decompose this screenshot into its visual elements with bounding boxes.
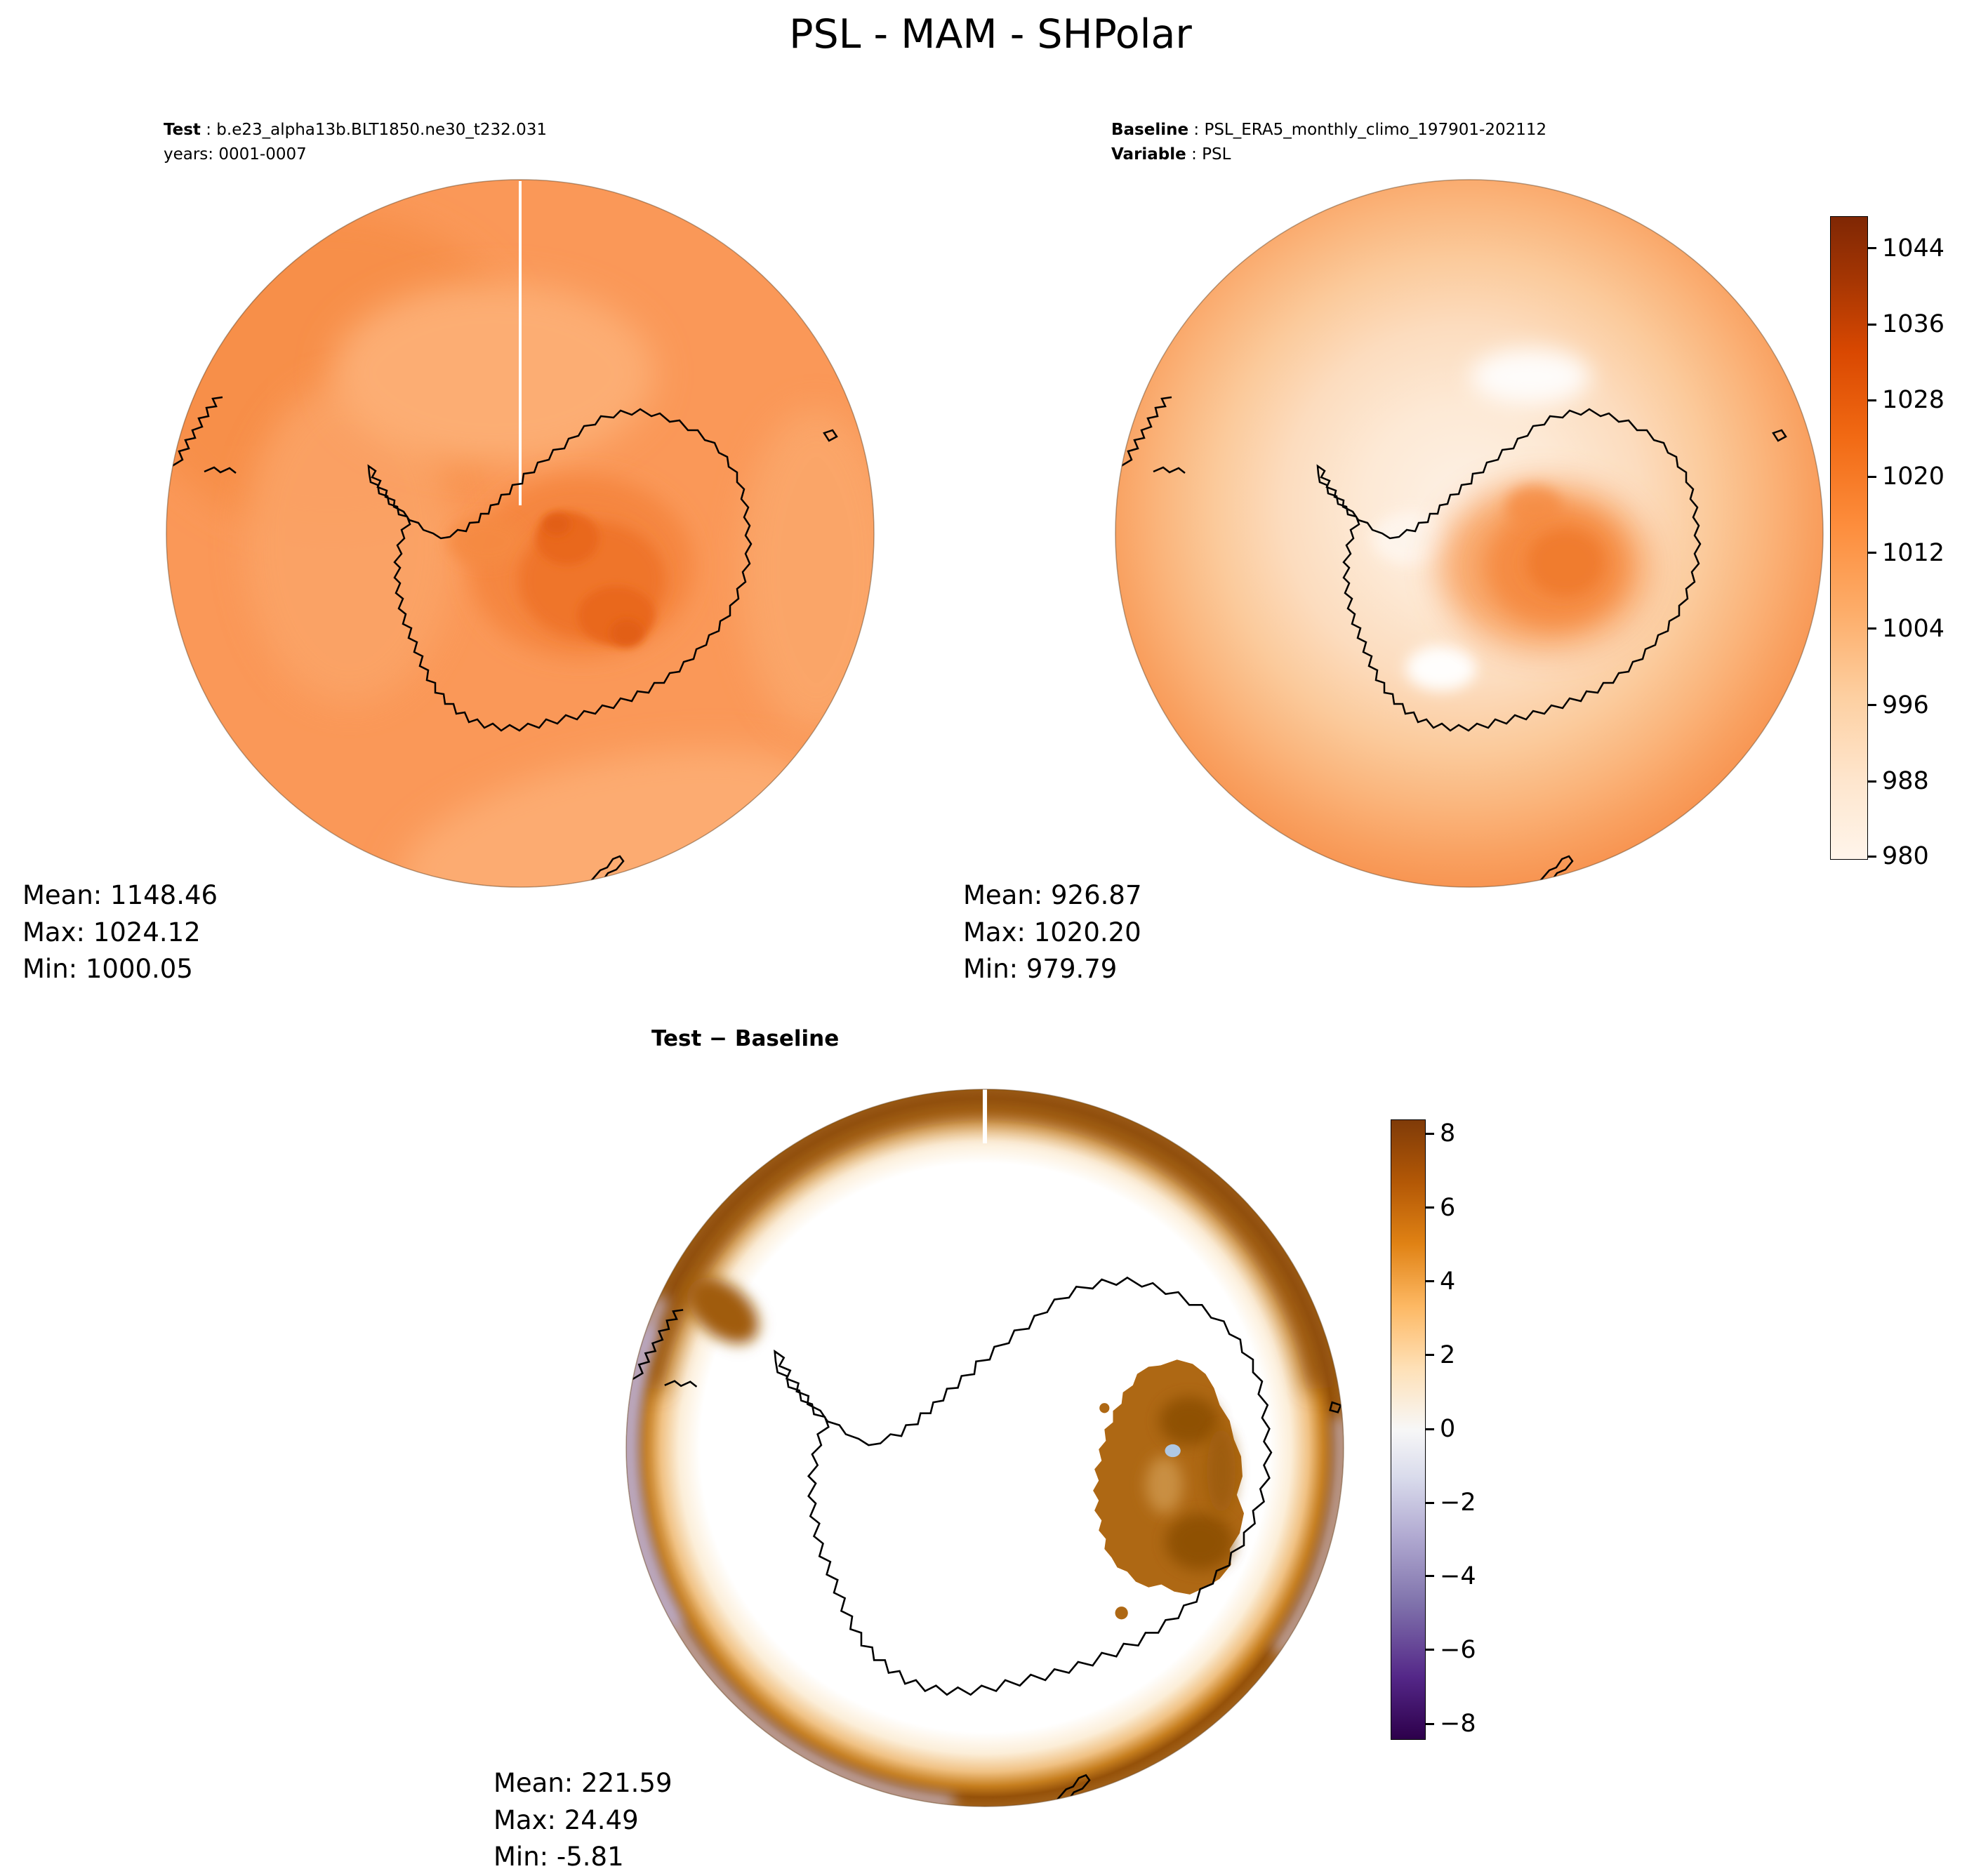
map-boundary — [1115, 179, 1824, 888]
tick-mark — [1426, 1132, 1434, 1135]
tick-label: 1044 — [1882, 234, 1945, 262]
diff-map — [625, 1089, 1344, 1807]
tick-mark — [1868, 323, 1876, 326]
anomaly-dark-streak — [1207, 1428, 1235, 1514]
anomaly-speck — [1115, 1606, 1128, 1620]
baseline-map — [1115, 179, 1824, 888]
island-coast — [1329, 1401, 1342, 1413]
tick-label: 980 — [1882, 842, 1929, 871]
main-colorbar: 1044 1036 1028 1020 1012 1004 996 988 98… — [1830, 216, 1949, 870]
tick-label: 1012 — [1882, 538, 1945, 567]
tick-mark — [1426, 1575, 1434, 1578]
tick-label: 0 — [1440, 1415, 1456, 1444]
tick-label: −8 — [1440, 1710, 1476, 1738]
baseline-stat-min: Min: 979.79 — [963, 954, 1118, 985]
tick-label: 2 — [1440, 1341, 1456, 1369]
baseline-header: Baseline : PSL_ERA5_monthly_climo_197901… — [1111, 118, 1546, 166]
diff-title: Test − Baseline — [651, 1026, 840, 1051]
negative-band-left — [626, 1324, 682, 1630]
test-map-contours — [166, 180, 874, 887]
test-map — [166, 179, 875, 888]
test-header-line2: years: 0001-0007 — [164, 145, 307, 164]
edge-dark-blob — [687, 1277, 759, 1344]
diff-colorbar: 8 6 4 2 0 −2 −4 −6 −8 — [1391, 1119, 1510, 1740]
map-boundary — [625, 1089, 1344, 1807]
tick-mark — [1868, 855, 1876, 858]
test-stat-max: Max: 1024.12 — [22, 917, 201, 947]
diff-map-contours — [626, 1089, 1344, 1807]
tick-label: 996 — [1882, 691, 1929, 719]
tick-mark — [1868, 247, 1876, 250]
tick-mark — [1426, 1354, 1434, 1357]
baseline-header-label: Baseline — [1111, 121, 1189, 139]
test-header-line1: Test : b.e23_alpha13b.BLT1850.ne30_t232.… — [164, 118, 547, 142]
anomaly-dark-patch — [1159, 1397, 1219, 1445]
tick-label: 1036 — [1882, 310, 1945, 339]
test-header-label: Test — [164, 121, 201, 139]
baseline-header-line1: Baseline : PSL_ERA5_monthly_climo_197901… — [1111, 118, 1546, 142]
negative-band-right — [1272, 1416, 1344, 1656]
tick-label: 1020 — [1882, 463, 1945, 491]
diff-stat-max: Max: 24.49 — [493, 1804, 639, 1835]
baseline-stat-max: Max: 1020.20 — [963, 917, 1141, 947]
tick-label: 1004 — [1882, 614, 1945, 643]
baseline-stats: Mean: 926.87 Max: 1020.20 Min: 979.79 — [963, 877, 1142, 988]
tick-mark — [1868, 627, 1876, 630]
diff-stat-mean: Mean: 221.59 — [493, 1768, 673, 1798]
diff-stat-min: Min: -5.81 — [493, 1842, 624, 1872]
tick-label: −4 — [1440, 1562, 1476, 1590]
tick-mark — [1426, 1280, 1434, 1283]
page-title: PSL - MAM - SHPolar — [789, 11, 1192, 58]
tick-label: −6 — [1440, 1635, 1476, 1664]
test-stats: Mean: 1148.46 Max: 1024.12 Min: 1000.05 — [22, 877, 218, 988]
tick-mark — [1868, 399, 1876, 401]
main-colorbar-gradient — [1830, 216, 1868, 860]
tick-mark — [1426, 1501, 1434, 1504]
test-stat-mean: Mean: 1148.46 — [22, 880, 218, 910]
baseline-subheader-label: Variable — [1111, 145, 1186, 164]
tick-label: −2 — [1440, 1489, 1476, 1517]
baseline-header-value: : PSL_ERA5_monthly_climo_197901-202112 — [1188, 121, 1547, 139]
baseline-subheader-value: : PSL — [1186, 145, 1231, 164]
tick-mark — [1426, 1206, 1434, 1209]
baseline-map-contours — [1115, 180, 1823, 887]
tick-label: 1028 — [1882, 386, 1945, 415]
diff-stats: Mean: 221.59 Max: 24.49 Min: -5.81 — [493, 1765, 673, 1876]
anomaly-light-streak — [1146, 1456, 1183, 1514]
tick-label: 4 — [1440, 1267, 1456, 1296]
negative-speck — [1165, 1444, 1181, 1458]
tick-mark — [1868, 780, 1876, 783]
tick-label: 988 — [1882, 767, 1929, 796]
tick-mark — [1426, 1722, 1434, 1725]
anomaly-dark-patch — [1165, 1513, 1234, 1571]
test-header-value: : b.e23_alpha13b.BLT1850.ne30_t232.031 — [200, 121, 547, 139]
tick-mark — [1868, 475, 1876, 478]
anomaly-speck — [1099, 1403, 1110, 1413]
baseline-header-line2: Variable : PSL — [1111, 142, 1546, 167]
tick-mark — [1868, 704, 1876, 707]
baseline-stat-mean: Mean: 926.87 — [963, 880, 1142, 910]
test-stat-min: Min: 1000.05 — [22, 954, 193, 985]
tick-label: 6 — [1440, 1193, 1456, 1222]
tick-label: 8 — [1440, 1119, 1456, 1148]
tick-mark — [1426, 1649, 1434, 1651]
tick-mark — [1426, 1428, 1434, 1430]
diff-colorbar-gradient — [1391, 1119, 1426, 1740]
tick-mark — [1868, 552, 1876, 554]
map-boundary — [166, 179, 875, 888]
test-header: Test : b.e23_alpha13b.BLT1850.ne30_t232.… — [164, 118, 547, 166]
